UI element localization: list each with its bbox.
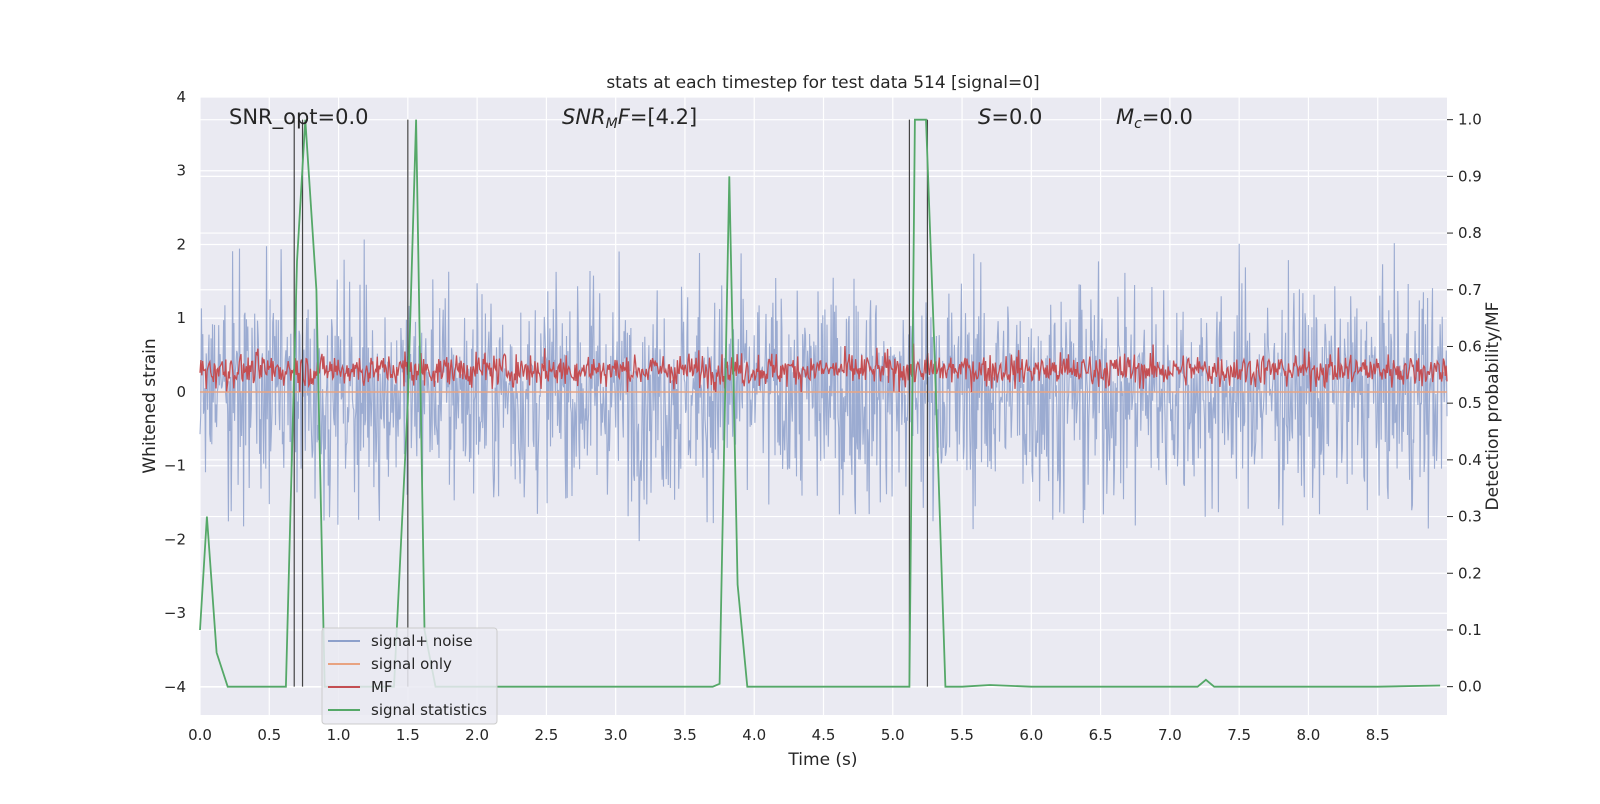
y-tick-label-right: 0.7 (1458, 281, 1482, 299)
y-tick-label-left: 4 (176, 88, 186, 106)
x-tick-label: 5.5 (950, 726, 974, 744)
x-tick-label: 3.5 (673, 726, 697, 744)
annotation-mc: Mc=0.0 (1116, 105, 1193, 132)
legend: signal+ noise signal only MF signal stat… (321, 627, 498, 725)
y-tick-label-left: 3 (176, 162, 186, 180)
annotation-snr-opt: SNR_opt=0.0 (229, 105, 369, 130)
legend-label-signal-only: signal only (371, 655, 452, 673)
y-tick-label-right: 0.2 (1458, 564, 1482, 582)
y-tick-label-left: 0 (176, 383, 186, 401)
y-axis-label-left: Whitened strain (140, 338, 160, 473)
y-tick-label-left: −2 (164, 530, 186, 548)
x-tick-label: 8.5 (1366, 726, 1390, 744)
y-tick-label-left: 1 (176, 309, 186, 327)
x-tick-label: 8.0 (1297, 726, 1321, 744)
y-ticks-left: 4 3 2 1 0 −1 −2 −3 −4 (164, 88, 186, 696)
x-axis-label: Time (s) (787, 750, 857, 770)
y-tick-label-left: 2 (176, 235, 186, 253)
y-axis-label-right: Detection probability/MF (1483, 302, 1503, 511)
legend-label-signal-noise: signal+ noise (371, 632, 473, 650)
x-tick-label: 1.0 (327, 726, 351, 744)
series-signal-statistics (199, 118, 1441, 688)
y-tick-label-right: 0.0 (1458, 678, 1482, 696)
annotation-s: S=0.0 (978, 105, 1042, 129)
legend-box (321, 627, 498, 725)
y-tick-label-right: 0.1 (1458, 621, 1482, 639)
legend-label-signal-statistics: signal statistics (371, 701, 487, 719)
annotation-mc-value: =0.0 (1142, 105, 1193, 129)
x-tick-label: 5.0 (881, 726, 905, 744)
legend-label-mf: MF (371, 678, 393, 696)
y-tick-label-right: 0.3 (1458, 508, 1482, 526)
x-tick-label: 4.5 (812, 726, 836, 744)
annotation-snr-mf: SNRMF=[4.2] (562, 105, 697, 132)
y-ticks-right: 1.0 0.9 0.8 0.7 0.6 0.5 0.4 0.3 0.2 0.1 0.0 (1447, 111, 1482, 696)
y-tick-label-right: 0.8 (1458, 224, 1482, 242)
annotation-snr-mf-symbol: SNR (562, 105, 606, 129)
y-tick-label-left: −1 (164, 457, 186, 475)
y-tick-label-left: −3 (164, 604, 186, 622)
annotation-snr-mf-value: =[4.2] (630, 105, 697, 129)
annotation-s-value: =0.0 (991, 105, 1042, 129)
annotation-mc-symbol: M (1116, 105, 1134, 129)
x-tick-label: 3.0 (604, 726, 628, 744)
x-tick-label: 6.5 (1089, 726, 1113, 744)
x-ticks: 0.0 0.5 1.0 1.5 2.0 2.5 3.0 3.5 4.0 4.5 5.0 5.5 6.0 6… (188, 726, 1390, 744)
x-tick-label: 7.0 (1158, 726, 1182, 744)
x-tick-label: 0.0 (188, 726, 212, 744)
y-tick-label-right: 1.0 (1458, 111, 1482, 129)
annotation-snr-mf-tail: F (618, 105, 631, 129)
y-tick-label-right: 0.9 (1458, 167, 1482, 185)
annotation-snr-mf-sub: M (606, 116, 618, 132)
x-tick-label: 2.0 (465, 726, 489, 744)
x-tick-label: 1.5 (396, 726, 420, 744)
y-tick-label-left: −4 (164, 678, 186, 696)
y-tick-label-right: 0.5 (1458, 394, 1482, 412)
x-tick-label: 0.5 (257, 726, 281, 744)
stats-layer (199, 118, 1441, 688)
y-tick-label-right: 0.4 (1458, 451, 1482, 469)
x-tick-label: 4.0 (742, 726, 766, 744)
y-tick-label-right: 0.6 (1458, 337, 1482, 355)
x-tick-label: 6.0 (1019, 726, 1043, 744)
x-tick-label: 2.5 (534, 726, 558, 744)
annotation-s-symbol: S (978, 105, 991, 129)
chart-title: stats at each timestep for test data 514… (606, 73, 1039, 93)
x-tick-label: 7.5 (1227, 726, 1251, 744)
annotation-mc-sub: c (1134, 116, 1142, 132)
